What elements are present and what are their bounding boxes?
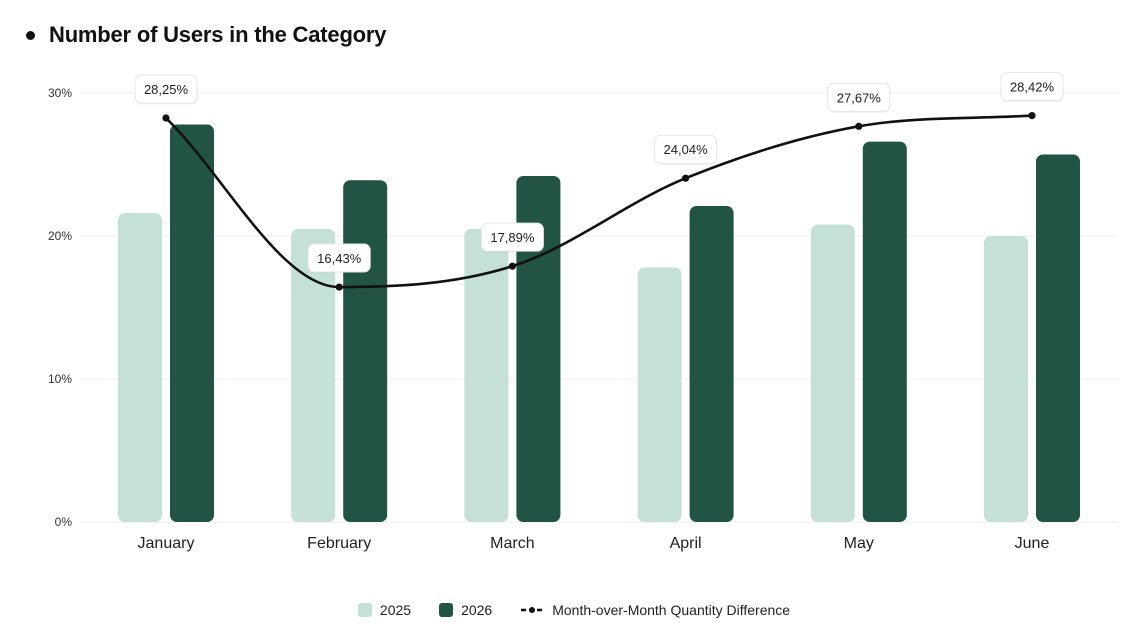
legend-label-2025: 2025 (379, 602, 412, 618)
bar-2026-june[interactable] (1036, 154, 1080, 523)
line-value-text: 28,25% (144, 82, 189, 97)
line-point[interactable] (682, 174, 690, 182)
legend-item-2026[interactable]: 2026 (439, 600, 492, 620)
bar-2026-january[interactable] (170, 124, 214, 523)
label-box (480, 222, 544, 252)
legend-label-line: Month-over-Month Quantity Difference (552, 602, 791, 618)
line-value-text: 17,89% (490, 230, 535, 245)
line-point[interactable] (162, 114, 170, 122)
y-tick-label: 20% (48, 229, 72, 243)
x-tick-label-february: February (307, 535, 371, 552)
line-point[interactable] (1028, 111, 1036, 120)
line-point[interactable] (855, 122, 863, 130)
legend-line-dot (529, 607, 536, 613)
bar-2026-may[interactable] (862, 141, 907, 522)
chart-canvas: 0% 10% 20% 30% January February March April May J… (48, 72, 1118, 552)
line-value-label: 28,25% (134, 74, 198, 105)
label-box (307, 243, 371, 273)
bar-2026-february[interactable] (343, 180, 388, 523)
y-tick-label: 10% (48, 372, 72, 386)
line-value-text: 24,04% (664, 142, 709, 157)
bar-2025-june[interactable] (984, 236, 1028, 522)
line-value-label: 28,42% (1000, 72, 1064, 103)
bar-2025-march[interactable] (464, 228, 509, 522)
line-value-text: 16,43% (317, 251, 362, 266)
legend-swatch-2026 (439, 603, 454, 617)
legend-item-2025[interactable]: 2025 (357, 600, 412, 620)
bar-2025-february[interactable] (291, 228, 336, 522)
label-box (1000, 72, 1064, 102)
bar-2025-april[interactable] (637, 267, 682, 522)
y-tick-label: 0% (55, 515, 73, 529)
chart-title: Number of Users in the Category (49, 22, 387, 47)
bar-2025-january[interactable] (118, 213, 162, 522)
x-tick-label-april: April (670, 535, 702, 552)
label-box (827, 82, 891, 112)
x-tick-label-march: March (490, 535, 534, 552)
chart-title-row: Number of Users in the Category (26, 22, 387, 48)
line-value-text: 28,42% (1010, 80, 1055, 95)
line-value-label: 27,67% (827, 82, 891, 113)
y-tick-label: 30% (48, 86, 72, 100)
label-box (134, 74, 198, 104)
line-point[interactable] (508, 262, 516, 270)
legend-line-icon (521, 607, 544, 613)
line-value-label: 17,89% (480, 222, 544, 253)
label-box (654, 134, 718, 164)
bar-2026-april[interactable] (689, 205, 734, 522)
line-series-mom-difference[interactable] (164, 114, 1034, 289)
bar-2025-may[interactable] (810, 224, 855, 522)
legend-item-line[interactable]: Month-over-Month Quantity Difference (520, 600, 790, 620)
x-tick-label-june: June (1015, 535, 1050, 552)
legend-swatch-2025 (357, 603, 372, 617)
x-tick-label-january: January (138, 535, 195, 552)
line-value-text: 27,67% (837, 90, 882, 105)
line-value-label: 16,43% (307, 243, 371, 274)
line-point[interactable] (335, 283, 343, 291)
x-tick-label-may: May (844, 535, 874, 552)
chart-legend: 2025 2026 Month-over-Month Quantity Diff… (0, 600, 1148, 620)
legend-label-2026: 2026 (461, 602, 493, 618)
bar-2026-march[interactable] (516, 175, 561, 522)
line-value-label: 24,04% (654, 134, 718, 165)
title-bullet (26, 30, 35, 40)
